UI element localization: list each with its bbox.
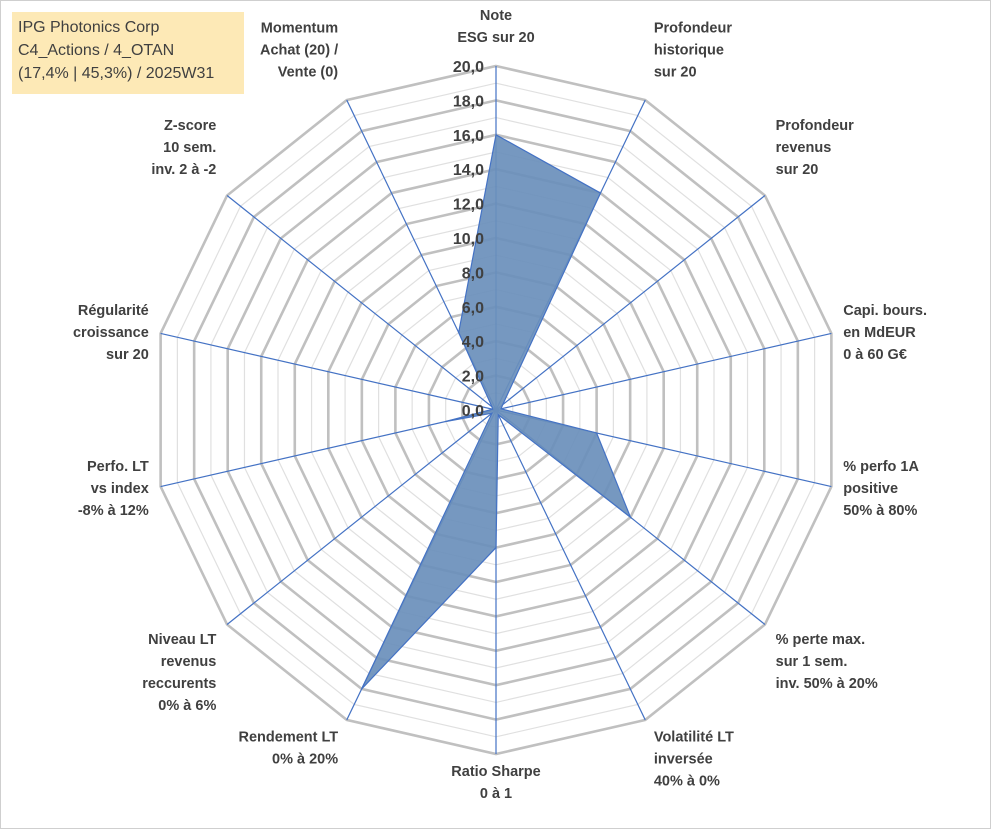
axis-label-line: positive [843,481,898,497]
info-company: IPG Photonics Corp [18,19,160,36]
axis-label: % perte max. sur 1 sem. inv. 50% à 20% [776,632,878,692]
axis-label-line: reccurents [142,676,216,692]
axis-label: Régularité croissance sur 20 [73,303,149,363]
spoke-line [160,409,497,488]
axis-label: Niveau LT revenus reccurents 0% à 6% [142,632,216,714]
tick-label: 4,0 [462,334,484,351]
info-box: IPG Photonics Corp C4_Actions / 4_OTAN (… [12,12,244,94]
axis-label-line: revenus [776,140,832,156]
axis-label-line: % perfo 1A [843,459,919,475]
axis-label-line: 0% à 6% [158,698,216,714]
axis-label-line: Niveau LT [148,632,216,648]
info-stats: (17,4% | 45,3%) / 2025W31 [18,65,215,82]
tick-label: 2,0 [462,369,484,386]
axis-label: % perfo 1A positive 50% à 80% [843,459,919,519]
spoke-line [160,332,497,411]
tick-label: 8,0 [462,265,484,282]
spoke-line [495,332,832,411]
axis-label-line: % perte max. [776,632,865,648]
axis-label-line: Rendement LT [239,729,339,745]
axis-label: Perfo. LT vs index -8% à 12% [78,459,149,519]
axis-label-line: Perfo. LT [87,459,149,475]
axis-label-line: Achat (20) / [260,43,338,59]
tick-label: 18,0 [453,93,484,110]
axis-label-line: Ratio Sharpe [451,764,540,780]
tick-label: 20,0 [453,59,484,76]
axis-label-line: Régularité [78,303,149,319]
axis-label: Ratio Sharpe 0 à 1 [451,764,540,802]
axis-label-line: inv. 50% à 20% [776,676,878,692]
axis-label-line: revenus [161,654,217,670]
axis-label-line: Capi. bours. [843,303,927,319]
axis-label-line: Momentum [261,21,338,37]
axis-label-line: vs index [91,481,149,497]
spoke-line [495,195,766,411]
tick-label: 0,0 [462,403,484,420]
axis-label-line: Profondeur [654,21,732,37]
axis-label: Note ESG sur 20 [457,8,534,46]
axis-label-line: Volatilité LT [654,729,734,745]
axis-label-line: 50% à 80% [843,503,917,519]
axis-label-line: sur 20 [106,347,149,363]
axis-label-line: 10 sem. [163,140,216,156]
axis-label-line: 0 à 60 G€ [843,347,907,363]
axis-label-line: sur 1 sem. [776,654,848,670]
tick-label: 14,0 [453,162,484,179]
tick-label: 16,0 [453,128,484,145]
axis-label-line: sur 20 [654,65,697,81]
axis-label: Profondeur historique sur 20 [654,21,732,81]
axis-label-line: Z-score [164,118,216,134]
info-category: C4_Actions / 4_OTAN [18,42,175,59]
axis-label-line: en MdEUR [843,325,916,341]
axis-label-line: Profondeur [776,118,854,134]
axis-label-line: croissance [73,325,149,341]
tick-label: 12,0 [453,197,484,214]
axis-label-line: inv. 2 à -2 [151,162,216,178]
spoke-line [495,409,646,721]
axis-label-line: inversée [654,751,713,767]
spoke-line [226,195,497,411]
axis-label: Rendement LT 0% à 20% [239,729,339,767]
axis-label-line: 40% à 0% [654,773,720,789]
axis-label-line: 0 à 1 [480,786,512,802]
axis-label: Capi. bours. en MdEUR 0 à 60 G€ [843,303,927,363]
axis-label: Momentum Achat (20) / Vente (0) [260,21,338,81]
axis-label-line: historique [654,43,724,59]
spoke-line [226,409,497,625]
tick-label: 6,0 [462,300,484,317]
axis-label-line: sur 20 [776,162,819,178]
axis-label-line: -8% à 12% [78,503,149,519]
axis-label-line: 0% à 20% [272,751,338,767]
axis-label: Profondeur revenus sur 20 [776,118,854,178]
series-area [361,133,632,690]
axis-label: Volatilité LT inversée 40% à 0% [654,729,734,789]
axis-label-line: ESG sur 20 [457,30,534,46]
axis-label-line: Note [480,8,512,24]
axis-label-line: Vente (0) [278,65,339,81]
tick-label: 10,0 [453,231,484,248]
axis-label: Z-score 10 sem. inv. 2 à -2 [151,118,216,178]
